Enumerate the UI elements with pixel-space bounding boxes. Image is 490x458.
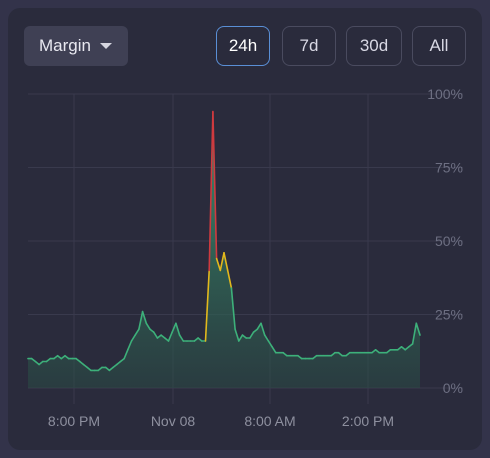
series-line-segment	[141, 310, 148, 325]
series-line-segment	[204, 269, 210, 342]
series-line-segment	[138, 310, 144, 331]
series-line-segment	[411, 322, 418, 345]
series-line-segment	[175, 322, 181, 336]
series-line-segment	[171, 322, 177, 333]
series-line-segment	[167, 331, 173, 342]
x-tick-label: 8:00 PM	[48, 413, 100, 429]
range-all-button[interactable]: All	[412, 26, 466, 66]
x-tick-label: Nov 08	[151, 413, 196, 429]
y-tick-label: 50%	[435, 233, 463, 249]
series-line-segment	[219, 252, 225, 272]
range-all-label: All	[429, 36, 449, 55]
y-axis-ticks: 100% 75% 50% 25% 0%	[427, 86, 463, 396]
series-line-segment	[238, 334, 244, 342]
y-tick-label: 100%	[427, 86, 463, 102]
chart-area-layer	[28, 111, 420, 388]
y-tick-label: 0%	[443, 380, 463, 396]
series-line-segment	[260, 322, 266, 336]
series-line-segment	[230, 287, 236, 331]
series-line-segment	[123, 348, 129, 360]
y-tick-label: 25%	[435, 307, 463, 323]
x-tick-label: 8:00 AM	[244, 413, 295, 429]
series-line-segment	[212, 110, 218, 260]
margin-chart-card: Margin 24h 7d 30d All 100% 75%	[8, 8, 482, 450]
y-tick-label: 75%	[435, 160, 463, 176]
series-line-segment	[415, 322, 421, 336]
series-line-segment	[267, 340, 273, 348]
metric-dropdown[interactable]: Margin	[24, 26, 128, 66]
range-24h-button[interactable]: 24h	[216, 26, 270, 66]
series-line-segment	[208, 110, 214, 272]
chart-line-layer	[27, 110, 421, 372]
range-7d-label: 7d	[299, 36, 319, 55]
x-tick-label: 2:00 PM	[342, 413, 394, 429]
series-line-segment	[134, 328, 140, 336]
range-30d-label: 30d	[359, 36, 389, 55]
metric-dropdown-label: Margin	[39, 36, 91, 55]
x-axis-ticks: 8:00 PM Nov 08 8:00 AM 2:00 PM	[48, 413, 394, 429]
margin-area-chart: 100% 75% 50% 25% 0% 8:00 PM Nov 08 8:00 …	[27, 86, 463, 429]
series-line-segment	[215, 257, 222, 272]
series-line-segment	[178, 334, 185, 342]
chevron-down-icon	[100, 43, 112, 49]
series-line-segment	[271, 345, 277, 354]
series-line-segment	[249, 331, 255, 339]
series-line-segment	[127, 340, 133, 351]
range-7d-button[interactable]: 7d	[282, 26, 336, 66]
series-line-segment	[152, 331, 159, 339]
series-line-segment	[223, 252, 229, 272]
range-24h-label: 24h	[228, 36, 258, 55]
series-line-segment	[263, 334, 270, 342]
series-line-segment	[226, 269, 233, 289]
range-30d-button[interactable]: 30d	[346, 26, 402, 66]
series-area	[28, 111, 420, 388]
series-line-segment	[145, 322, 151, 331]
series-line-segment	[234, 328, 240, 342]
series-line-segment	[256, 322, 262, 331]
series-line-segment	[130, 334, 136, 342]
